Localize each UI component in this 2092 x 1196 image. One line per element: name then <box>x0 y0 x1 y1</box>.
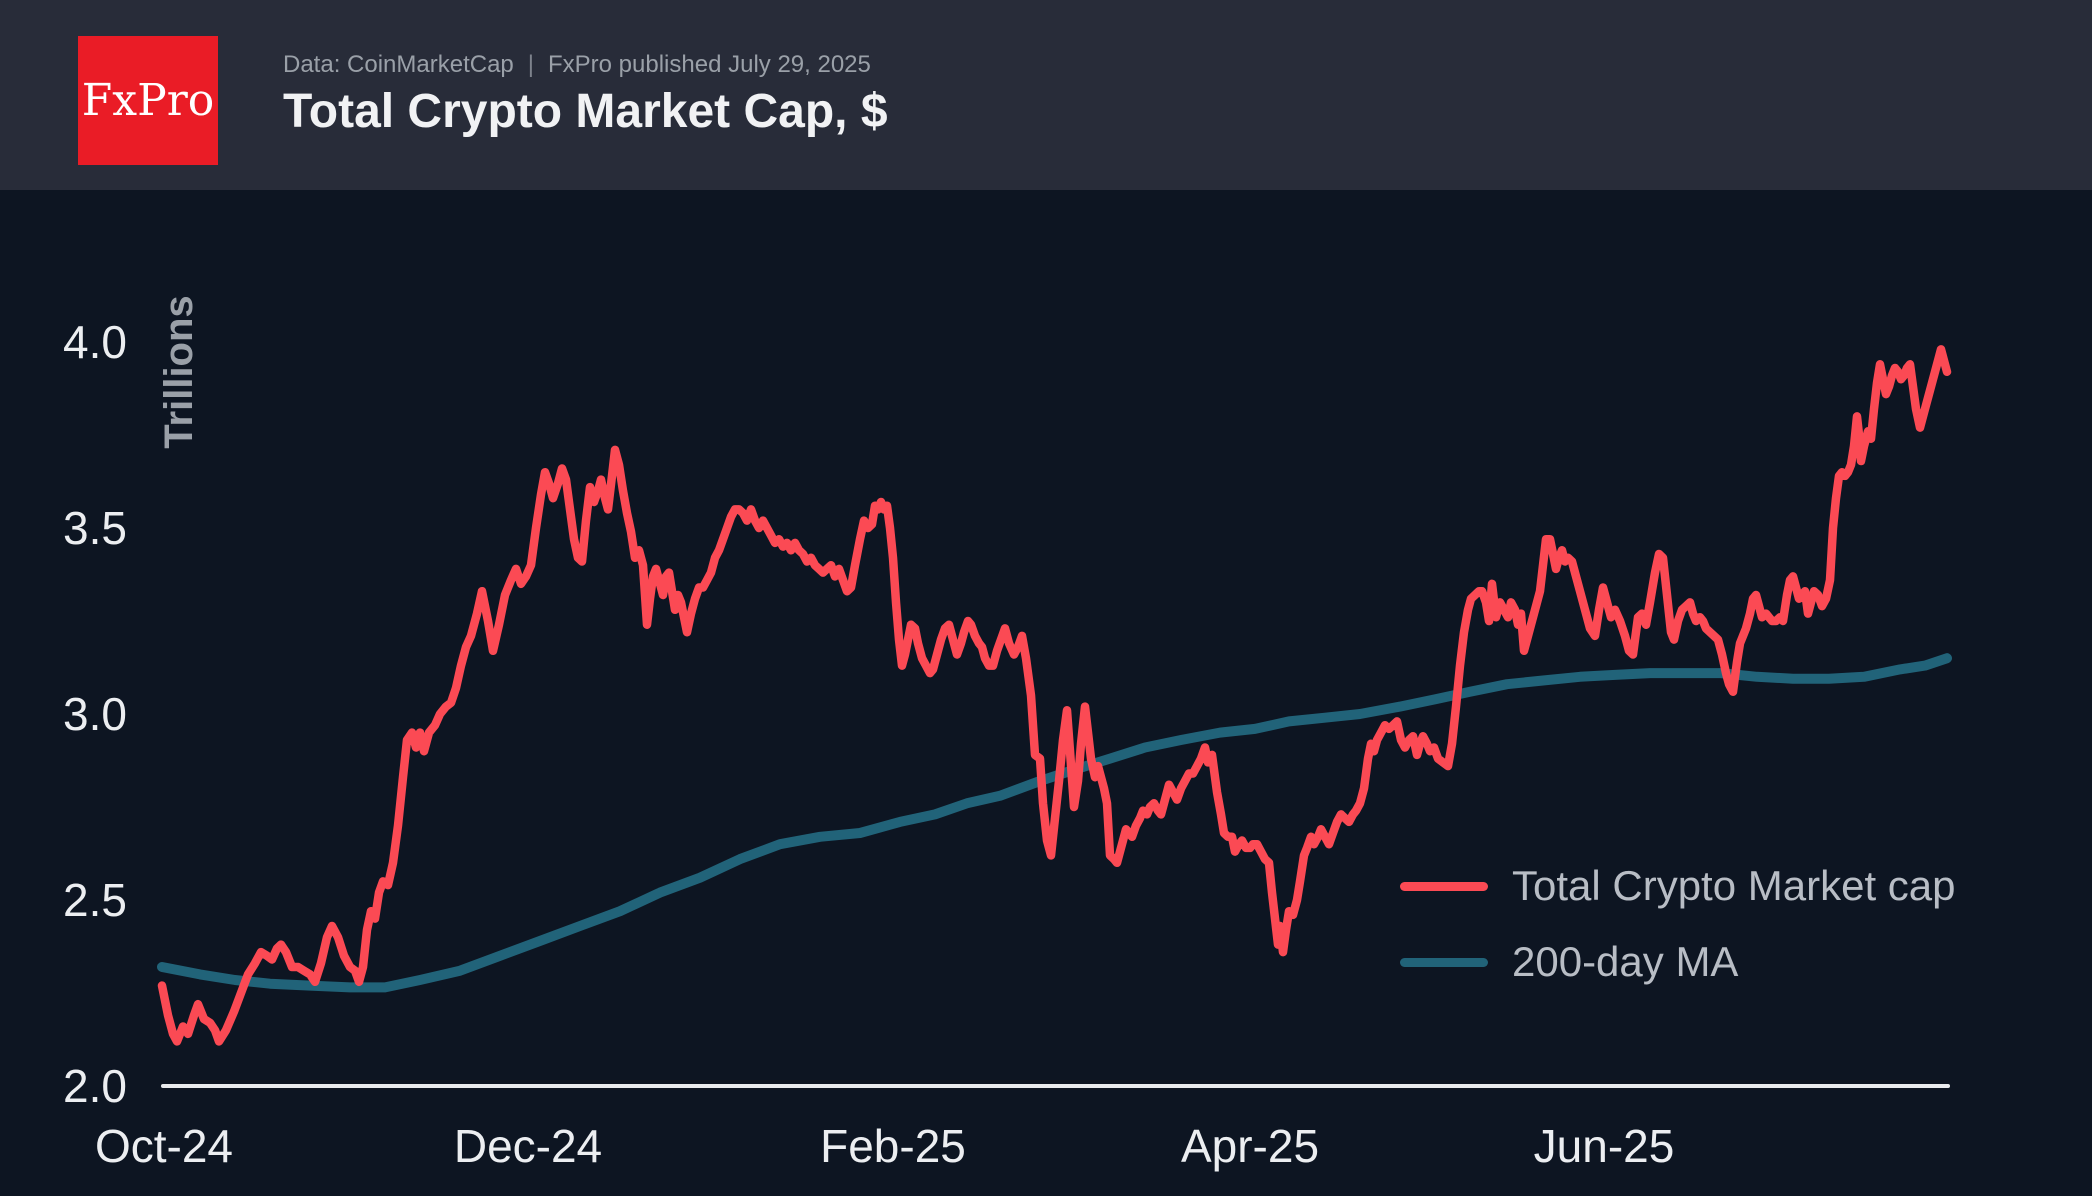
x-tick-label: Dec-24 <box>453 1120 603 1172</box>
x-tick-label: Apr-25 <box>1180 1120 1320 1172</box>
legend-swatch-200day-ma <box>1400 957 1488 967</box>
x-tick-label: Feb-25 <box>820 1120 966 1172</box>
y-tick-label: 3.5 <box>63 502 127 554</box>
legend-swatch-market-cap <box>1400 881 1488 891</box>
series-line-market-cap <box>157 345 1952 1046</box>
x-tick-label: Jun-25 <box>1533 1120 1675 1172</box>
x-tick-label: Oct-24 <box>94 1120 234 1172</box>
header-text: Data: CoinMarketCap | FxPro published July… <box>283 50 888 140</box>
legend-label-market-cap: Total Crypto Market cap <box>1512 862 1956 909</box>
legend-item-market-cap: Total Crypto Market cap <box>1400 862 1956 910</box>
y-tick-label: 4.0 <box>63 316 127 368</box>
header: FxPro Data: CoinMarketCap | FxPro publishe… <box>0 0 2092 190</box>
data-source-text: Data: CoinMarketCap <box>283 51 514 78</box>
published-text: FxPro published July 29, 2025 <box>548 51 871 78</box>
y-tick-label: 2.5 <box>63 874 127 926</box>
source-line: Data: CoinMarketCap | FxPro published July… <box>283 50 888 80</box>
fxpro-logo: FxPro <box>78 36 218 165</box>
fxpro-logo-text: FxPro <box>81 75 215 126</box>
chart-title: Total Crypto Market Cap, $ <box>283 85 888 138</box>
legend-item-200day-ma: 200-day MA <box>1400 938 1738 986</box>
y-tick-label: 2.0 <box>63 1060 127 1112</box>
source-divider: | <box>527 51 534 78</box>
legend-label-200day-ma: 200-day MA <box>1512 938 1739 985</box>
y-tick-label: 3.0 <box>63 688 127 740</box>
y-axis-label: Trillions <box>157 295 201 449</box>
